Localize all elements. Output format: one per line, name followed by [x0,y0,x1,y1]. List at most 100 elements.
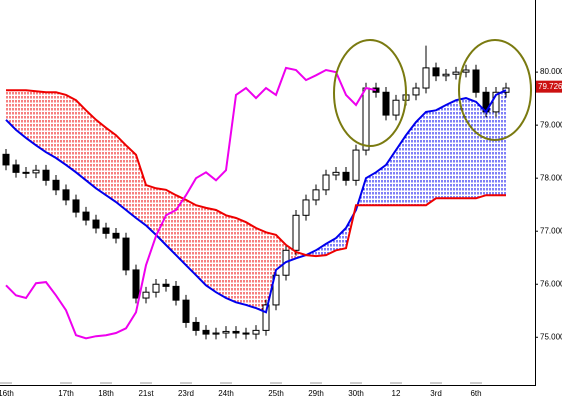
candle-body [132,269,140,299]
candle-body [122,237,130,271]
x-tick-label: 21st [138,389,154,398]
cloud-hatch [336,228,346,251]
cloud-hatch [186,199,196,276]
candle-body [42,169,50,181]
candle-body [452,71,460,75]
candle-body [412,87,420,96]
highlight-ellipse [333,39,407,147]
cloud-hatch [446,100,456,199]
line-series [6,89,506,258]
candle-body [212,332,220,335]
cloud-hatch [176,195,186,266]
last-price-box [536,80,562,93]
cloud-hatch [466,98,476,199]
candle-body [152,283,160,293]
candle-body [202,329,210,335]
cloud-hatch [136,154,146,226]
y-tick-label: 75.000 [540,332,562,341]
candle-body [62,189,70,201]
candle-body [362,87,370,151]
candle-body [22,171,30,174]
cloud-hatch [486,94,496,196]
candle-body [12,164,20,173]
candle-body [232,330,240,334]
line-series [5,89,507,314]
candle-body [32,169,40,174]
x-tick-label: 16th [0,389,14,398]
candle-body [252,329,260,335]
cloud-hatch [236,217,246,305]
candle-body [302,199,310,216]
candle-body [462,69,470,73]
x-tick-label: 3rd [430,389,442,398]
last-price-label: 79.726 [538,82,562,91]
candle-body [142,291,150,299]
cloud-hatch [386,150,396,206]
line-series [5,66,377,340]
cloud-hatch [116,135,126,210]
candle-body [422,67,430,89]
candle-body [472,69,480,93]
cloud-hatch [226,215,236,303]
x-tick-label: 25th [268,389,284,398]
cloud-hatch [6,90,16,130]
y-tick-label: 77.000 [540,226,562,235]
cloud-hatch [196,205,206,286]
cloud-hatch [496,90,506,196]
candle-body [382,91,390,116]
x-tick-label: 24th [218,389,234,398]
x-tick-label: 18th [98,389,114,398]
cloud-hatch [256,228,266,313]
candle-body [112,232,120,239]
candle-body [82,211,90,221]
cloud-hatch [366,172,376,206]
candle-body [192,321,200,331]
candle-body [92,219,100,229]
cloud-hatch [376,164,386,206]
y-tick-label: 78.000 [540,173,562,182]
x-tick-label: 30th [348,389,364,398]
cloud-hatch [76,100,86,181]
plot-area [2,45,510,340]
candle-body [72,199,80,213]
x-tick-label: 23rd [178,389,194,398]
candle-body [492,91,500,113]
highlight-ellipse [458,39,532,141]
cloud-hatch [166,189,176,256]
cloud-hatch [436,105,446,199]
candle-body [502,87,510,93]
cloud-hatch [36,91,46,153]
candle-body [392,99,400,116]
cloud-hatch [26,90,36,146]
cloud-hatch [456,98,466,199]
cloud-hatch [406,121,416,206]
candle-body [102,227,110,234]
candle-body [312,189,320,201]
cloud-hatch [416,111,426,206]
y-tick-label: 80.000 [540,67,562,76]
cloud-hatch [396,135,406,206]
cloud-hatch [206,207,216,293]
candle-body [162,283,170,287]
cloud-hatch [216,210,226,299]
y-tick-label: 76.000 [540,279,562,288]
x-tick-label: 6th [470,389,481,398]
candle-body [272,274,280,306]
x-tick-label: 17th [58,389,74,398]
candle-body [262,304,270,331]
x-tick-label: 29th [308,389,324,398]
candle-body [52,179,60,191]
candle-body [292,214,300,251]
candle-body [332,171,340,176]
candle-body [2,153,10,166]
x-tick-label: 12 [392,389,401,398]
cloud-hatch [426,110,436,206]
candle-body [342,171,350,181]
cloud-hatch [266,232,276,313]
cloud-hatch [56,92,66,165]
y-tick-label: 79.000 [540,120,562,129]
candle-body [352,149,360,181]
cloud-hatch [476,101,486,199]
candle-body [242,332,250,335]
